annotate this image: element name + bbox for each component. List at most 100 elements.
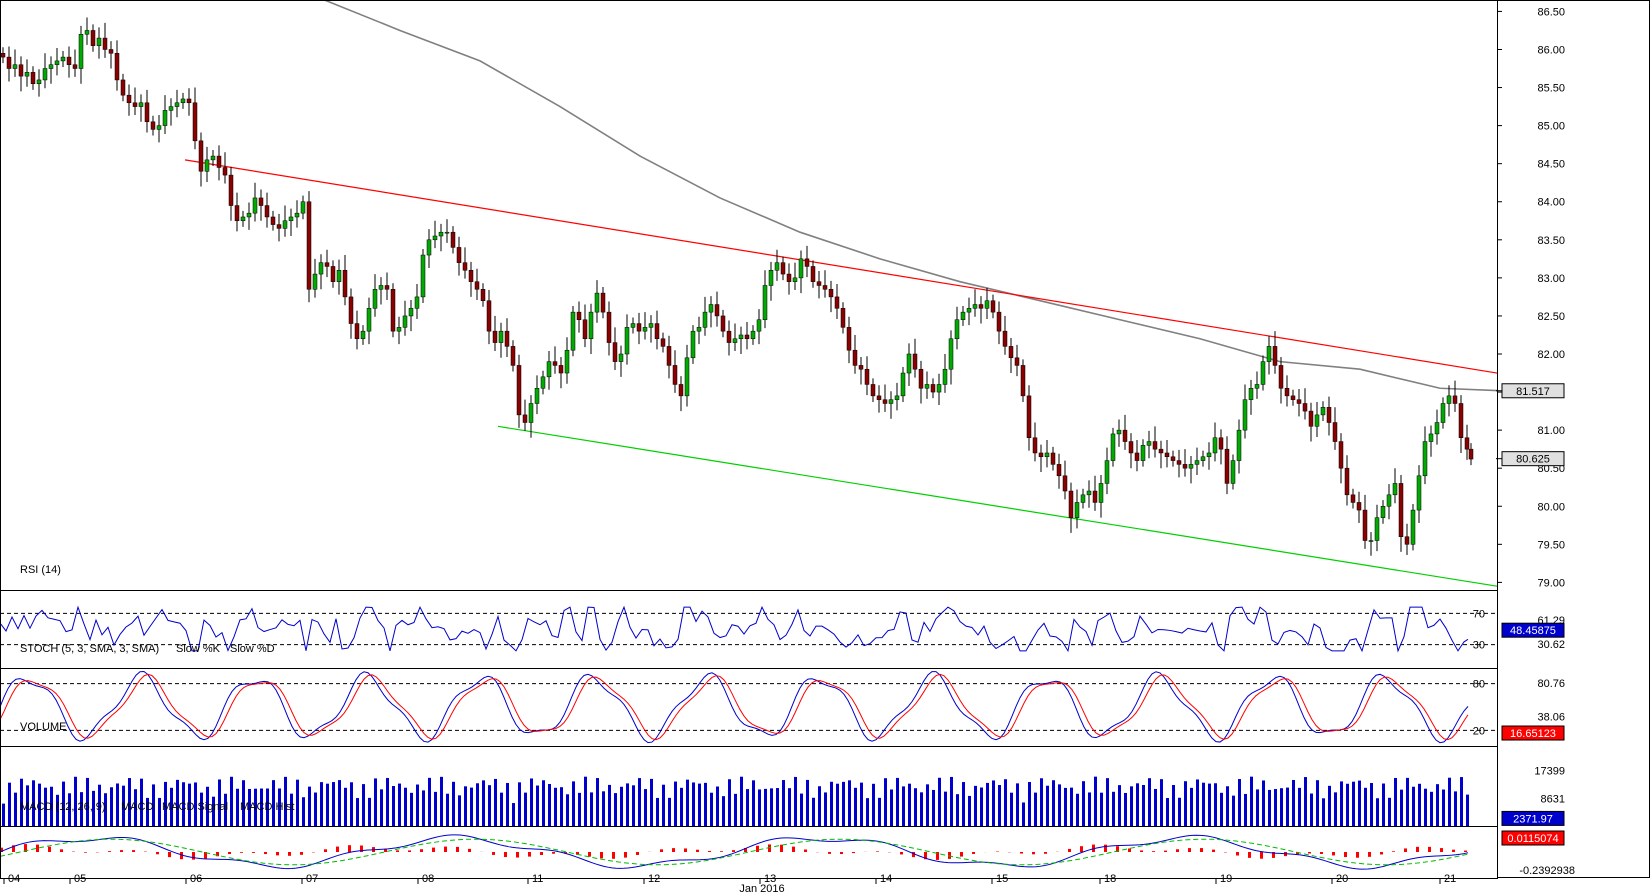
support-trendline [497,425,1498,587]
macd-hist-bar [708,850,711,852]
volume-bar [854,787,857,826]
macd-axis-label: -0.2392938 [1519,865,1575,877]
candle-body [528,403,534,423]
stoch-title: STOCH (5, 3, SMA, 3, SMA) [20,643,159,655]
volume-bar [1142,785,1145,826]
volume-bar [1364,787,1367,826]
volume-bar [1256,789,1259,826]
candle-body [276,224,282,229]
volume-bar [188,783,191,826]
volume-bar [746,789,749,826]
volume-bar [218,779,221,826]
candle-body [708,304,714,313]
candle-body [72,64,78,69]
candle-body [486,300,492,332]
volume-bar [1064,787,1067,826]
candle-body [1392,483,1398,496]
volume-bar [914,788,917,826]
volume-bar [1286,787,1289,826]
volume-bar [1136,783,1139,826]
volume-bar [1340,781,1343,826]
volume-bar [386,777,389,826]
macd-hist-bar [252,852,255,853]
macd-hist-bar [1248,852,1251,858]
volume-panel: 17399 8631 2371.97 [2,765,1565,826]
volume-bar [806,779,809,826]
volume-bar [1016,783,1019,826]
candle-body [426,239,432,256]
candle-body [252,197,258,214]
candle-body [216,155,222,168]
volume-bar [944,791,947,826]
macd-hist-bar [828,852,831,854]
volume-bar [224,793,227,826]
candle-body [1086,490,1092,496]
volume-bar [956,794,959,826]
volume-bar [1106,778,1109,826]
macd-hist-bar [1404,848,1407,852]
volume-bar [62,781,65,826]
date-tick-label: 15 [996,873,1008,885]
candle-body [354,323,360,340]
volume-bar [722,796,725,826]
macd-hist-bar [264,852,267,855]
macd-hist-bar [228,852,231,855]
volume-bar [998,785,1001,826]
price-axis-frame [1497,0,1650,878]
price-tick-label: 83.00 [1537,273,1565,285]
candle-body [1038,452,1044,458]
volume-bar [782,780,785,826]
date-tick-label: 20 [1336,873,1348,885]
candle-body [1350,494,1356,503]
candle-body [492,330,498,343]
volume-bar [500,792,503,826]
macd-hist-bar [1212,849,1215,852]
macd-hist-bar [1380,852,1383,855]
candle-body [606,311,612,343]
volume-bar [1406,777,1409,826]
volume-bar [134,789,137,826]
candle-body [132,102,138,107]
volume-bar [230,776,233,826]
volume-bar [788,788,791,826]
volume-bar [1172,785,1175,826]
candle-body [1362,509,1368,541]
price-tick-label: 79.00 [1537,577,1565,589]
volume-bar [950,776,953,826]
candle-body [468,270,474,282]
candle-body [660,338,666,347]
volume-bar [482,780,485,826]
volume-bar [116,783,119,826]
candle-body [456,247,462,263]
volume-bar [980,787,983,826]
candle-body [390,289,396,332]
volume-bar [1442,789,1445,826]
candle-body [888,399,894,404]
candle-body [288,216,294,222]
candle-body [108,49,114,54]
candle-body [1206,452,1212,458]
candle-body [1032,437,1038,454]
date-tick-label: 18 [1104,873,1116,885]
date-tick-label: 12 [648,873,660,885]
candle-body [924,384,930,389]
volume-bar [560,787,563,826]
candle-body [558,365,564,374]
stoch-k-line [0,670,1469,744]
candle-body [588,311,594,340]
price-tick-label: 80.00 [1537,501,1565,513]
volume-bar [620,786,623,826]
candle-body [936,384,942,393]
volume-bar [1190,787,1193,826]
volume-bar [164,781,167,826]
candle-body [654,323,660,340]
candle-body [174,102,180,107]
volume-bar [1160,779,1163,826]
candle-body [696,327,702,332]
candle-body [282,220,288,229]
volume-bar [680,787,683,826]
volume-bar [86,777,89,826]
candle-body [534,388,540,404]
ma-last-value: 81.517 [1516,386,1550,398]
